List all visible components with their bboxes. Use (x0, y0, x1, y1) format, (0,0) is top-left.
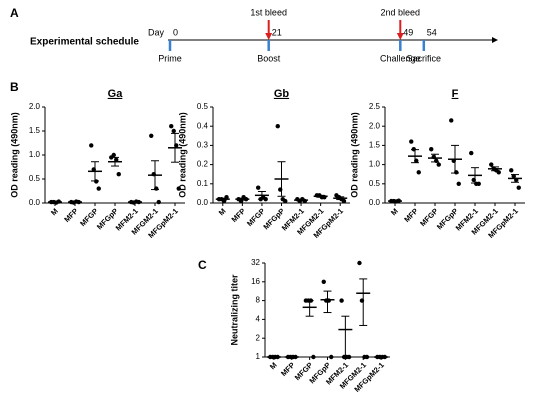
y-tick-label: 2.0 (29, 102, 41, 111)
y-tick-label: 4 (256, 315, 261, 324)
event-name: Sacrifice (407, 53, 442, 63)
data-point (156, 199, 161, 205)
data-point (149, 133, 154, 138)
y-tick-label: 0.0 (29, 198, 41, 207)
y-axis-label: OD reading (490nm) (177, 112, 187, 198)
bleed-label: 2nd bleed (381, 7, 421, 17)
y-axis-label: OD reading (490nm) (349, 112, 359, 198)
data-point (489, 162, 494, 167)
schedule-label: Experimental schedule (30, 37, 139, 48)
data-point (416, 170, 421, 175)
x-tick-label: M (268, 360, 279, 371)
data-point (469, 150, 474, 156)
panel-label: A (10, 6, 19, 20)
bleed-arrow-head (396, 33, 404, 40)
event-name: Challenge (380, 53, 421, 63)
y-tick-label: 0.0 (197, 198, 209, 207)
day-number: 21 (272, 27, 282, 37)
chart-title: Gb (274, 88, 290, 100)
data-point (409, 139, 414, 144)
data-point (436, 162, 441, 167)
y-tick-label: 0.5 (29, 174, 41, 183)
data-point (96, 186, 101, 191)
y-tick-label: 0.0 (369, 198, 381, 207)
y-tick-label: 0.1 (197, 179, 209, 188)
y-tick-label: 0.5 (369, 179, 381, 188)
data-point (509, 168, 514, 173)
y-tick-label: 0.2 (197, 160, 209, 169)
y-tick-label: 1.5 (369, 141, 381, 150)
data-point (329, 354, 334, 360)
day-number: 54 (427, 27, 437, 37)
y-tick-label: 0.5 (197, 102, 209, 111)
data-point (111, 152, 116, 158)
x-tick-label: M (217, 206, 228, 217)
y-tick-label: 0.3 (197, 141, 209, 150)
day-label: Day (148, 27, 165, 37)
y-tick-label: 2.0 (369, 121, 381, 130)
y-tick-label: 1.0 (369, 160, 381, 169)
y-tick-label: 2 (256, 333, 261, 342)
panel-label: B (10, 80, 19, 94)
chart-title: Ga (108, 88, 124, 100)
chart-title: F (452, 88, 459, 100)
data-point (283, 198, 288, 204)
panel-label: C (198, 258, 207, 272)
data-point (476, 181, 481, 186)
data-point (275, 124, 280, 129)
bleed-label: 1st bleed (250, 7, 287, 17)
y-tick-label: 1.0 (29, 150, 41, 159)
x-tick-label: M (389, 206, 400, 217)
data-point (339, 298, 344, 303)
y-tick-label: 1 (256, 352, 261, 361)
data-point (116, 172, 121, 177)
x-tick-label: M (49, 206, 60, 217)
data-point (429, 147, 434, 152)
y-tick-label: 8 (256, 296, 261, 305)
day-number: 49 (403, 27, 413, 37)
event-name: Boost (257, 53, 281, 63)
y-tick-label: 2.5 (369, 102, 381, 111)
y-tick-label: 32 (251, 258, 260, 267)
event-name: Prime (158, 53, 182, 63)
y-tick-label: 16 (251, 277, 260, 286)
data-point (169, 124, 174, 129)
data-point (456, 181, 461, 186)
data-point (176, 186, 181, 191)
data-point (171, 128, 176, 134)
y-tick-label: 1.5 (29, 126, 41, 135)
data-point (364, 354, 370, 360)
data-point (516, 185, 521, 190)
data-point (255, 185, 261, 190)
data-point (357, 260, 362, 266)
data-point (89, 143, 94, 148)
data-point (311, 354, 316, 360)
timeline-arrow (492, 37, 498, 43)
data-point (321, 279, 326, 284)
y-tick-label: 0.4 (197, 121, 209, 130)
y-axis-label: Neutralizing titer (229, 274, 239, 346)
day-number: 0 (173, 27, 178, 37)
y-axis-label: OD reading (490nm) (9, 112, 19, 198)
bleed-arrow-head (265, 33, 273, 40)
data-point (449, 118, 454, 123)
